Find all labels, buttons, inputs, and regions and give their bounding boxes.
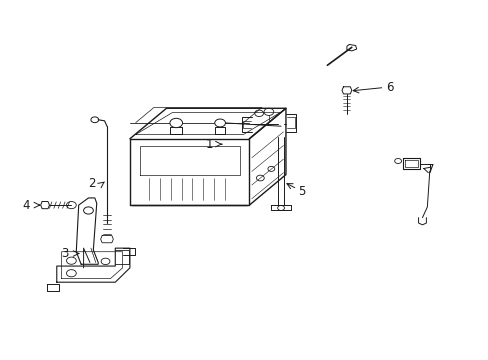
Text: 3: 3 [61,247,69,260]
Text: 7: 7 [427,163,434,176]
Text: 5: 5 [298,185,305,198]
Text: 6: 6 [385,81,393,94]
Circle shape [169,118,182,128]
Text: 4: 4 [22,199,30,212]
Text: 1: 1 [205,138,212,150]
Text: 2: 2 [88,177,96,190]
Circle shape [214,119,225,127]
